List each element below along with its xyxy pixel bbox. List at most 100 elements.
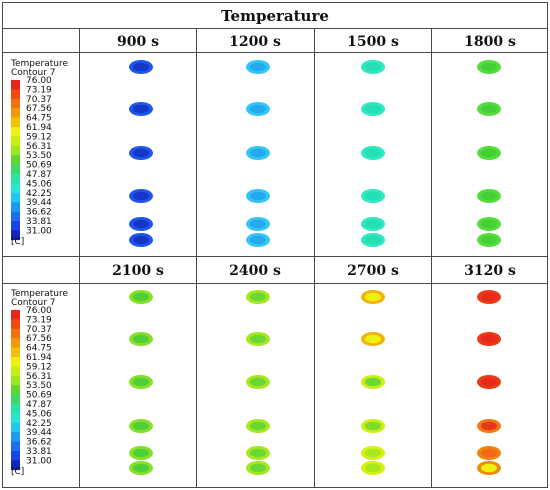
temperature-contour-cell — [129, 102, 153, 116]
temperature-contour-cell — [477, 146, 501, 160]
temperature-contour-cell — [361, 375, 385, 389]
legend-tick-label: 47.87 — [26, 170, 52, 180]
legend-color-swatch — [11, 98, 20, 109]
contour-inner-core — [250, 191, 266, 201]
contour-inner-core — [481, 235, 497, 245]
legend-tick-label: 31.00 — [26, 226, 52, 236]
temperature-contour-cell — [129, 375, 153, 389]
contour-inner-core — [133, 219, 149, 229]
time-header: 2700 s — [347, 263, 399, 279]
legend-color-swatch — [11, 441, 20, 452]
legend-tick-label: 61.94 — [26, 353, 52, 363]
legend-tick-label: 76.00 — [26, 76, 52, 86]
temperature-contour-cell — [246, 233, 270, 247]
temperature-contour-cell — [477, 189, 501, 203]
legend-title: Temperature — [10, 59, 68, 69]
temperature-contour-cell — [477, 332, 501, 346]
contour-inner-core — [250, 448, 266, 458]
contour-inner-core — [481, 334, 497, 344]
legend-tick-label: 64.75 — [26, 114, 52, 124]
legend-color-swatch — [11, 394, 20, 405]
legend-color-swatch — [11, 136, 20, 147]
legend-tick-label: 53.50 — [26, 151, 52, 161]
temperature-contour-cell — [129, 189, 153, 203]
legend-tick-label: 73.19 — [26, 315, 52, 325]
temperature-contour-cell — [246, 189, 270, 203]
contour-inner-core — [481, 104, 497, 114]
legend-colorbar — [11, 80, 20, 241]
contour-inner-core — [133, 292, 149, 302]
legend-color-swatch — [11, 347, 20, 358]
temperature-contour-cell — [129, 146, 153, 160]
legend-labels: 76.0073.1970.3767.5664.7561.9459.1256.31… — [26, 76, 52, 236]
time-header: 1500 s — [347, 34, 399, 50]
legend-color-swatch — [11, 413, 20, 424]
contour-inner-core — [133, 104, 149, 114]
contour-inner-core — [133, 334, 149, 344]
temperature-contour-cell — [246, 332, 270, 346]
legend-tick-label: 33.81 — [26, 447, 52, 457]
temperature-contour-cell — [246, 375, 270, 389]
figure-title: Temperature — [221, 7, 329, 25]
legend-tick-label: 73.19 — [26, 85, 52, 95]
legend-tick-label: 61.94 — [26, 123, 52, 133]
legend-tick-label: 42.25 — [26, 419, 52, 429]
time-header: 1200 s — [229, 34, 281, 50]
legend-color-swatch — [11, 127, 20, 137]
contour-inner-core — [250, 104, 266, 114]
time-header: 2100 s — [112, 263, 164, 279]
temperature-contour-cell — [361, 332, 385, 346]
color-legend: Temperature Contour 7 76.0073.1970.3767.… — [10, 59, 68, 247]
temperature-contour-cell — [129, 290, 153, 304]
legend-color-swatch — [11, 375, 20, 386]
legend-tick-label: 45.06 — [26, 409, 52, 419]
legend-tick-label: 36.62 — [26, 208, 52, 218]
legend-tick-label: 70.37 — [26, 95, 52, 105]
contour-inner-core — [365, 219, 381, 229]
legend-labels: 76.0073.1970.3767.5664.7561.9459.1256.31… — [26, 306, 52, 466]
legend-color-swatch — [11, 145, 20, 156]
temperature-contour-cell — [129, 332, 153, 346]
temperature-contour-cell — [246, 217, 270, 231]
legend-color-swatch — [11, 192, 20, 203]
legend-color-swatch — [11, 422, 20, 433]
legend-unit: [C] — [11, 237, 24, 247]
legend-tick-label: 67.56 — [26, 104, 52, 114]
legend-tick-label: 64.75 — [26, 344, 52, 354]
contour-inner-core — [250, 292, 266, 302]
contour-inner-core — [250, 421, 266, 431]
contour-cells — [129, 60, 501, 475]
legend-tick-label: 45.06 — [26, 179, 52, 189]
temperature-contour-cell — [246, 461, 270, 475]
legend-color-swatch — [11, 319, 20, 330]
contour-inner-core — [133, 377, 149, 387]
temperature-contour-cell — [477, 419, 501, 433]
legend-color-swatch — [11, 183, 20, 194]
contour-inner-core — [133, 463, 149, 473]
legend-tick-label: 76.00 — [26, 306, 52, 316]
temperature-contour-cell — [129, 446, 153, 460]
temperature-contour-cell — [129, 419, 153, 433]
contour-inner-core — [133, 62, 149, 72]
temperature-contour-cell — [129, 60, 153, 74]
legend-color-swatch — [11, 404, 20, 414]
contour-inner-core — [365, 191, 381, 201]
contour-inner-core — [133, 148, 149, 158]
temperature-contour-cell — [477, 290, 501, 304]
contour-inner-core — [133, 235, 149, 245]
temperature-contour-cell — [477, 461, 501, 475]
temperature-contour-cell — [129, 217, 153, 231]
temperature-contour-cell — [361, 189, 385, 203]
legend-color-swatch — [11, 310, 20, 320]
legend-color-swatch — [11, 451, 20, 461]
legend-tick-label: 36.62 — [26, 438, 52, 448]
legend-tick-label: 67.56 — [26, 334, 52, 344]
color-legend: Temperature Contour 7 76.0073.1970.3767.… — [10, 289, 68, 477]
legend-tick-label: 39.44 — [26, 198, 52, 208]
legend-color-swatch — [11, 338, 20, 348]
contour-inner-core — [133, 191, 149, 201]
contour-inner-core — [481, 219, 497, 229]
time-header: 1800 s — [464, 34, 516, 50]
